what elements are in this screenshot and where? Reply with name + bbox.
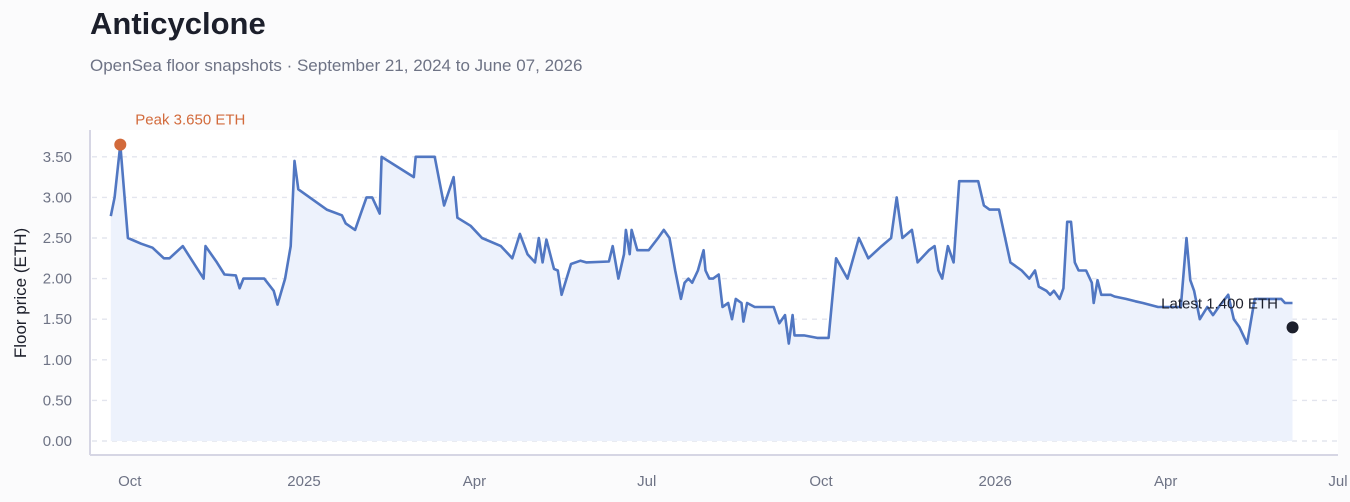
y-axis-label: Floor price (ETH) [11, 228, 30, 358]
latest-marker [1286, 321, 1299, 334]
latest-annotation: Latest 1.400 ETH [1161, 295, 1278, 312]
x-tick-label: Oct [118, 473, 142, 490]
y-tick-label: 1.00 [43, 352, 72, 369]
y-tick-label: 0.00 [43, 433, 72, 450]
chart-title: Anticyclone [90, 6, 266, 41]
x-tick-label: Apr [1154, 473, 1177, 490]
y-tick-label: 2.50 [43, 230, 72, 247]
y-tick-label: 1.50 [43, 311, 72, 328]
series-area-fill [110, 144, 1293, 441]
y-tick-label: 2.00 [43, 271, 72, 288]
peak-marker [114, 138, 127, 151]
x-tick-label: Oct [809, 473, 833, 490]
x-tick-label: 2026 [979, 473, 1012, 490]
x-tick-label: Jul [637, 473, 656, 490]
x-tick-label: Jul [1328, 473, 1347, 490]
y-tick-label: 3.50 [43, 149, 72, 166]
x-axis-ticks: Oct 2025 Apr Jul Oct 2026 Apr Jul [118, 473, 1347, 490]
y-tick-label: 0.50 [43, 392, 72, 409]
peak-annotation: Peak 3.650 ETH [135, 112, 245, 129]
x-tick-label: 2025 [287, 473, 320, 490]
x-tick-label: Apr [463, 473, 486, 490]
y-tick-label: 3.00 [43, 189, 72, 206]
y-axis-ticks: 0.00 0.50 1.00 1.50 2.00 2.50 3.00 3.50 [43, 149, 72, 450]
chart-subtitle: OpenSea floor snapshots · September 21, … [90, 56, 583, 75]
series-line [109, 143, 1293, 345]
